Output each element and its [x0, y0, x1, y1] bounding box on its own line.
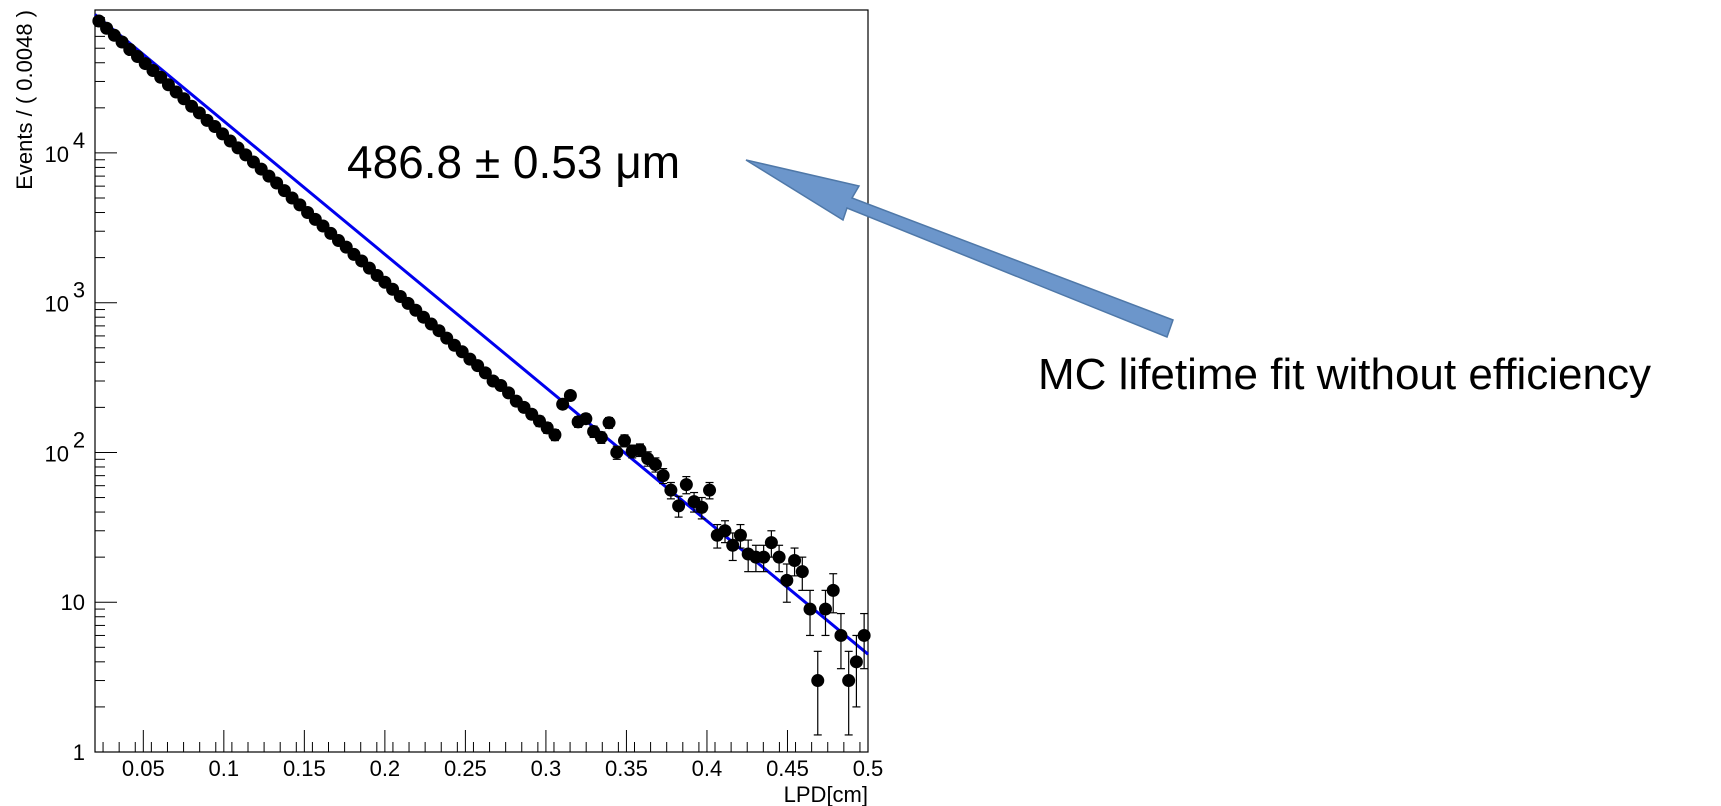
point-marker — [633, 443, 647, 457]
data-point — [610, 445, 624, 460]
point-marker — [594, 430, 608, 444]
point-marker — [672, 499, 686, 513]
x-tick-label: 0.4 — [692, 756, 723, 781]
point-marker — [618, 434, 632, 448]
point-marker — [795, 565, 809, 579]
data-points-layer — [92, 14, 871, 736]
y-tick-label: 10 — [45, 441, 69, 466]
fit-result-label: 486.8 ± 0.53 μm — [347, 136, 680, 188]
y-tick-label: 10 — [45, 292, 69, 317]
point-marker — [780, 573, 794, 587]
y-tick-label: 10 — [61, 590, 85, 615]
point-marker — [556, 397, 570, 411]
point-marker — [502, 386, 516, 400]
point-marker — [849, 655, 863, 669]
data-point — [772, 544, 786, 573]
data-point — [726, 532, 740, 562]
caption-label: MC lifetime fit without efficiency — [1038, 350, 1651, 399]
point-marker — [842, 674, 856, 688]
point-marker — [656, 469, 670, 483]
data-point — [795, 556, 809, 591]
point-marker — [648, 458, 662, 472]
y-tick-exponent: 2 — [73, 427, 85, 452]
x-tick-label: 0.3 — [531, 756, 562, 781]
point-marker — [610, 445, 624, 459]
data-point — [648, 457, 662, 473]
x-tick-label: 0.2 — [370, 756, 401, 781]
y-tick-exponent: 3 — [73, 278, 85, 303]
data-point — [842, 650, 856, 736]
data-point — [633, 443, 647, 458]
point-marker — [733, 528, 747, 542]
point-marker — [834, 628, 848, 642]
data-point — [618, 434, 632, 448]
point-marker — [857, 628, 871, 642]
data-point — [579, 412, 593, 426]
data-point — [594, 430, 608, 444]
x-tick-label: 0.1 — [209, 756, 240, 781]
y-tick-label: 1 — [73, 740, 85, 765]
point-marker — [726, 538, 740, 552]
point-marker — [703, 483, 717, 497]
data-point — [602, 416, 616, 430]
point-marker — [718, 524, 732, 538]
data-point — [695, 496, 709, 520]
point-marker — [757, 550, 771, 564]
point-marker — [478, 366, 492, 380]
point-marker — [664, 483, 678, 497]
data-point — [857, 612, 871, 670]
data-point — [811, 650, 825, 736]
data-point — [780, 563, 794, 603]
annotation-arrow — [745, 159, 1174, 338]
data-point — [703, 481, 717, 500]
x-tick-label: 0.35 — [605, 756, 648, 781]
point-marker — [548, 428, 562, 442]
point-marker — [695, 500, 709, 514]
data-point — [656, 468, 670, 485]
x-tick-label: 0.5 — [853, 756, 884, 781]
annotation-layer: 486.8 ± 0.53 μm MC lifetime fit without e… — [347, 136, 1651, 399]
x-tick-label: 0.45 — [766, 756, 809, 781]
data-point — [563, 389, 577, 403]
point-marker — [579, 412, 593, 426]
x-axis-title: LPD[cm] — [784, 782, 868, 806]
point-marker — [602, 416, 616, 430]
point-marker — [818, 602, 832, 616]
point-marker — [764, 536, 778, 550]
data-point — [718, 520, 732, 544]
point-marker — [772, 550, 786, 564]
data-point — [803, 589, 817, 637]
data-point — [788, 547, 802, 577]
point-marker — [826, 583, 840, 597]
data-point — [679, 475, 693, 495]
x-tick-label: 0.25 — [444, 756, 487, 781]
data-point — [733, 523, 747, 549]
x-tick-label: 0.15 — [283, 756, 326, 781]
data-point — [757, 544, 771, 573]
point-marker — [788, 553, 802, 567]
data-point — [764, 530, 778, 558]
data-point — [818, 589, 832, 637]
data-point — [556, 397, 570, 411]
x-tick-label: 0.05 — [122, 756, 165, 781]
data-point — [478, 366, 492, 380]
y-axis-title: Events / ( 0.0048 ) — [12, 10, 37, 190]
y-tick-label: 10 — [45, 142, 69, 167]
point-marker — [803, 602, 817, 616]
data-point — [664, 481, 678, 500]
axes-layer: 0.05 0.1 0.15 0.2 0.25 0.3 0.35 0.4 0.45 0.5 1 10 10… — [12, 9, 884, 806]
data-point — [548, 428, 562, 442]
point-marker — [679, 478, 693, 492]
data-point — [672, 495, 686, 518]
point-marker — [811, 674, 825, 688]
y-tick-exponent: 4 — [73, 128, 85, 153]
data-point — [834, 612, 848, 670]
data-point — [849, 634, 863, 708]
data-point — [826, 573, 840, 614]
point-marker — [563, 389, 577, 403]
